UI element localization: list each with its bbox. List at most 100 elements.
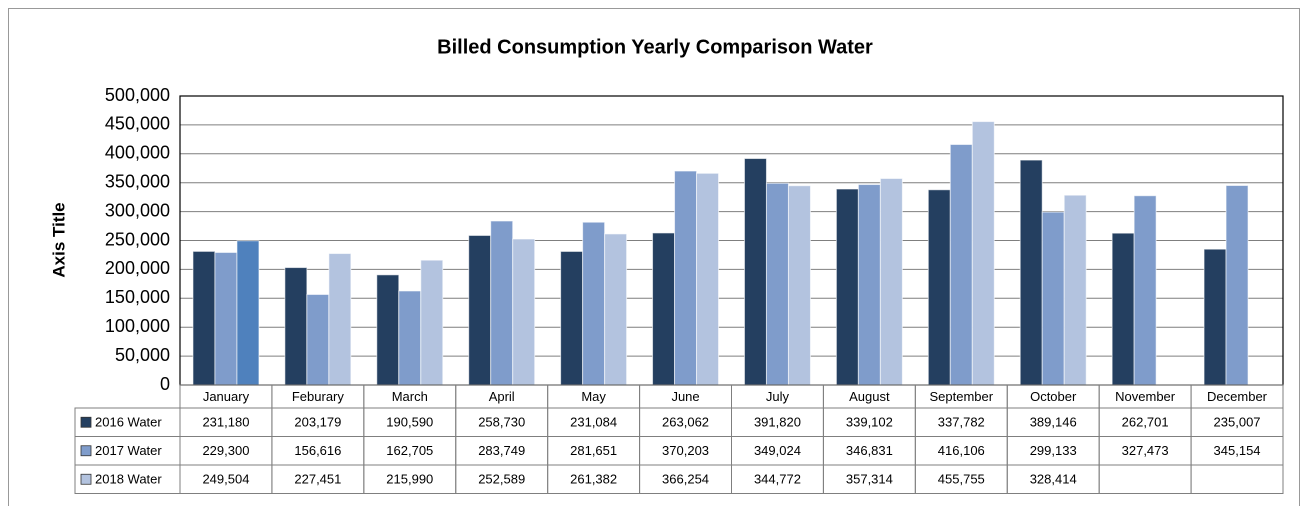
value-label: 227,451 <box>294 472 341 487</box>
y-tick-label: 150,000 <box>105 287 170 307</box>
bar <box>652 232 676 386</box>
x-tick-label: April <box>489 389 515 404</box>
x-tick-label: June <box>671 389 699 404</box>
value-label: 349,024 <box>754 443 801 458</box>
value-label: 162,705 <box>386 443 433 458</box>
value-label: 337,782 <box>938 415 985 430</box>
value-label: 235,007 <box>1214 415 1261 430</box>
value-label: 258,730 <box>478 415 525 430</box>
bar <box>560 250 584 386</box>
value-label: 281,651 <box>570 443 617 458</box>
bar <box>420 259 444 386</box>
bar <box>1019 159 1043 386</box>
y-axis-title: Axis Title <box>49 202 68 277</box>
value-label: 389,146 <box>1030 415 1077 430</box>
x-tick-label: May <box>581 389 606 404</box>
bar <box>214 251 238 386</box>
value-label: 299,133 <box>1030 443 1077 458</box>
chart-title: Billed Consumption Yearly Comparison Wat… <box>437 36 873 58</box>
y-tick-label: 200,000 <box>105 258 170 278</box>
y-tick-label: 300,000 <box>105 200 170 220</box>
x-tick-label: August <box>849 389 890 404</box>
value-label: 231,084 <box>570 415 617 430</box>
bar <box>604 233 628 386</box>
legend-swatch <box>80 416 92 428</box>
legend-swatch <box>80 445 92 457</box>
value-label: 370,203 <box>662 443 709 458</box>
bar <box>306 293 330 386</box>
value-label: 203,179 <box>294 415 341 430</box>
y-tick-label: 350,000 <box>105 171 170 191</box>
x-tick-label: July <box>766 389 790 404</box>
value-label: 357,314 <box>846 472 893 487</box>
legend-label: 2017 Water <box>95 443 162 458</box>
table-cell <box>1190 464 1284 494</box>
x-tick-label: Feburary <box>292 389 345 404</box>
bar <box>1063 194 1087 386</box>
legend-label: 2018 Water <box>95 472 162 487</box>
value-label: 344,772 <box>754 472 801 487</box>
value-label: 190,590 <box>386 415 433 430</box>
y-tick-label: 50,000 <box>115 345 170 365</box>
bar <box>949 143 973 386</box>
y-tick-label: 100,000 <box>105 316 170 336</box>
value-label: 327,473 <box>1122 443 1169 458</box>
bar <box>376 274 400 386</box>
bar <box>1133 195 1157 386</box>
bar <box>582 221 606 386</box>
bar <box>236 240 260 386</box>
value-label: 366,254 <box>662 472 709 487</box>
legend-swatch <box>80 473 92 485</box>
bar <box>490 220 514 386</box>
bar <box>1203 248 1227 386</box>
y-tick-label: 450,000 <box>105 114 170 134</box>
value-label: 249,504 <box>202 472 249 487</box>
x-tick-label: December <box>1207 389 1268 404</box>
value-label: 263,062 <box>662 415 709 430</box>
bar <box>468 234 492 386</box>
bar <box>743 158 767 386</box>
value-label: 262,701 <box>1122 415 1169 430</box>
bar <box>927 189 951 386</box>
value-label: 156,616 <box>294 443 341 458</box>
bar <box>787 185 811 386</box>
value-label: 346,831 <box>846 443 893 458</box>
x-tick-label: March <box>392 389 428 404</box>
value-label: 231,180 <box>202 415 249 430</box>
value-label: 455,755 <box>938 472 985 487</box>
bar <box>879 177 903 386</box>
bar <box>328 253 352 386</box>
bar <box>1111 232 1135 386</box>
value-label: 252,589 <box>478 472 525 487</box>
bar <box>696 172 720 386</box>
value-label: 345,154 <box>1214 443 1261 458</box>
value-label: 261,382 <box>570 472 617 487</box>
x-tick-label: January <box>203 389 250 404</box>
bar <box>398 290 422 386</box>
value-label: 328,414 <box>1030 472 1077 487</box>
y-tick-label: 400,000 <box>105 143 170 163</box>
value-label: 416,106 <box>938 443 985 458</box>
x-tick-label: October <box>1030 389 1077 404</box>
value-label: 283,749 <box>478 443 525 458</box>
bar <box>512 238 536 386</box>
bar <box>1041 211 1065 386</box>
x-tick-label: September <box>929 389 993 404</box>
value-label: 215,990 <box>386 472 433 487</box>
x-tick-label: November <box>1115 389 1176 404</box>
value-label: 339,102 <box>846 415 893 430</box>
bar <box>765 182 789 386</box>
bar <box>835 188 859 386</box>
y-tick-label: 0 <box>160 374 170 394</box>
y-tick-label: 500,000 <box>105 85 170 105</box>
bar <box>284 267 308 386</box>
value-label: 229,300 <box>202 443 249 458</box>
y-tick-label: 250,000 <box>105 229 170 249</box>
bar <box>857 184 881 386</box>
bar <box>192 250 216 386</box>
legend-label: 2016 Water <box>95 415 162 430</box>
bar <box>971 121 995 386</box>
bar <box>1225 185 1249 386</box>
value-label: 391,820 <box>754 415 801 430</box>
